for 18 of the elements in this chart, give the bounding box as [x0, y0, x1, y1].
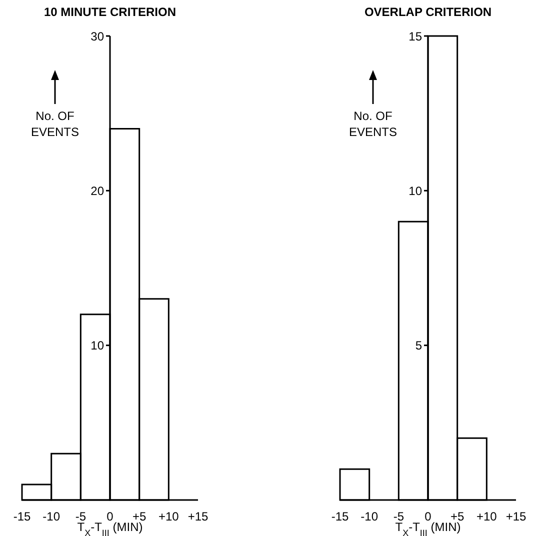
y-tick-label: 15: [408, 29, 422, 44]
y-tick-label: 5: [415, 338, 422, 353]
y-axis-title: No. OF EVENTS: [348, 109, 398, 139]
y-tick-label: 10: [408, 184, 422, 198]
x-tick-label: -15: [13, 510, 31, 524]
y-tick-label: 30: [90, 29, 104, 44]
y-axis-title: No. OF EVENTS: [30, 109, 80, 139]
chart-title: OVERLAP CRITERION: [364, 5, 492, 19]
x-tick-label: -10: [360, 510, 378, 524]
x-tick-label: -15: [331, 510, 349, 524]
x-tick-label: -10: [42, 510, 60, 524]
y-tick-label: 20: [90, 184, 104, 198]
x-tick-label: +10: [476, 510, 498, 524]
x-tick-label: +15: [506, 510, 526, 524]
chart-title: 10 MINUTE CRITERION: [44, 5, 176, 19]
y-tick-label: 10: [90, 338, 104, 353]
x-tick-label: +15: [188, 510, 208, 524]
x-tick-label: +10: [158, 510, 180, 524]
